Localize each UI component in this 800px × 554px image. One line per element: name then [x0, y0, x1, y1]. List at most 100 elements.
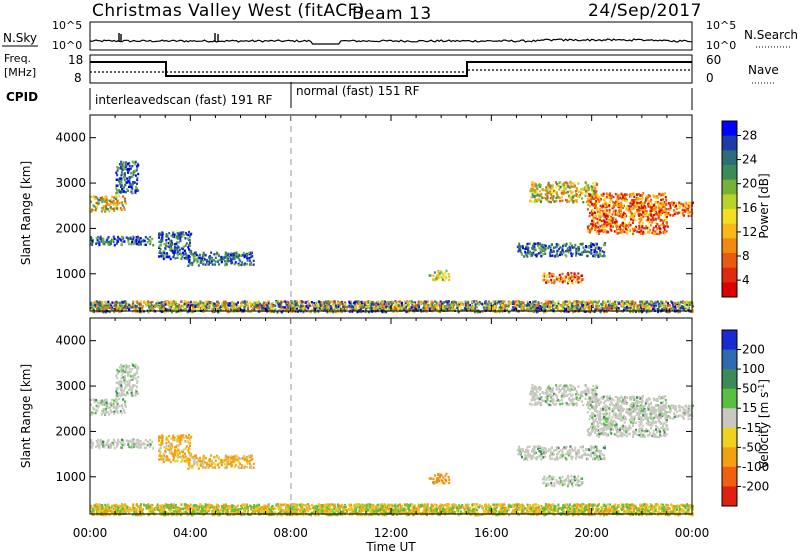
echo-cell	[545, 275, 548, 278]
echo-cell	[128, 181, 131, 184]
echo-cell	[307, 307, 310, 310]
echo-cell	[433, 304, 436, 307]
echo-cell	[667, 310, 670, 314]
echo-cell	[604, 242, 606, 245]
echo-cell	[592, 209, 595, 213]
echo-cell	[685, 203, 688, 206]
echo-cell	[669, 202, 672, 205]
echo-cell	[110, 208, 113, 211]
echo-cell	[532, 251, 535, 255]
echo-cell	[597, 301, 600, 304]
echo-cell	[203, 304, 206, 307]
echo-cell	[214, 256, 217, 259]
echo-cell	[620, 230, 623, 233]
echo-cell	[123, 306, 126, 310]
echo-cell	[299, 306, 302, 309]
echo-cell	[200, 258, 203, 261]
echo-cell	[628, 307, 631, 310]
echo-cell	[151, 300, 154, 304]
echo-cell	[555, 278, 558, 281]
echo-cell	[325, 308, 328, 312]
colorbar-segment	[722, 238, 737, 254]
echo-cell	[646, 213, 649, 217]
echo-cell	[194, 305, 197, 308]
echo-cell	[136, 178, 139, 182]
echo-cell	[518, 242, 521, 245]
echo-cell	[545, 192, 548, 195]
echo-cell	[553, 280, 556, 283]
echo-cell	[608, 213, 611, 216]
echo-cell	[580, 280, 583, 283]
echo-cell	[474, 307, 476, 310]
echo-cell	[575, 280, 577, 283]
echo-cell	[491, 307, 494, 310]
echo-cell	[601, 307, 604, 311]
echo-cell	[368, 300, 371, 303]
echo-cell	[201, 305, 204, 309]
echo-cell	[575, 303, 578, 307]
echo-cell	[136, 162, 139, 166]
echo-cell	[642, 230, 645, 234]
echo-cell	[678, 302, 681, 305]
echo-cell	[536, 310, 539, 313]
echo-cell	[655, 225, 657, 228]
echo-cell	[229, 259, 232, 263]
echo-cell	[135, 300, 138, 304]
echo-cell	[180, 308, 182, 312]
echo-cell	[371, 301, 374, 304]
echo-cell	[628, 303, 631, 306]
echo-cell	[180, 257, 183, 260]
echo-cell	[389, 301, 392, 304]
echo-cell	[664, 304, 667, 308]
echo-cell	[288, 307, 291, 310]
echo-cell	[595, 190, 598, 193]
echo-cell	[555, 199, 558, 203]
echo-cell	[648, 310, 651, 313]
echo-cell	[683, 206, 686, 210]
echo-cell	[637, 206, 640, 209]
echo-cell	[131, 241, 133, 244]
echo-cell	[560, 304, 563, 307]
echo-cell	[423, 301, 425, 304]
echo-cell	[587, 306, 590, 309]
echo-cell	[165, 239, 168, 242]
echo-cell	[223, 256, 226, 259]
echo-cell	[567, 276, 570, 279]
echo-cell	[240, 302, 242, 305]
echo-cell	[303, 305, 306, 308]
echo-cell	[635, 218, 638, 222]
echo-cell	[131, 171, 134, 175]
echo-cell	[435, 304, 438, 308]
echo-cell	[601, 255, 604, 258]
echo-cell	[552, 195, 555, 198]
echo-cell	[623, 230, 626, 234]
echo-cell	[327, 307, 330, 310]
echo-cell	[444, 308, 446, 312]
echo-cell	[337, 302, 340, 305]
echo-cell	[474, 305, 477, 308]
echo-cell	[202, 256, 205, 259]
echo-cell	[566, 307, 569, 310]
echo-cell	[682, 204, 685, 208]
echo-cell	[550, 281, 553, 284]
echo-cell	[162, 308, 164, 311]
echo-cell	[574, 190, 577, 193]
echo-cell	[657, 226, 660, 230]
echo-cell	[242, 263, 245, 267]
echo-cell	[637, 227, 640, 230]
echo-cell	[632, 192, 635, 196]
echo-cell	[611, 213, 614, 216]
echo-cell	[614, 308, 617, 312]
echo-cell	[561, 251, 564, 254]
echo-cell	[439, 307, 442, 310]
echo-cell	[619, 212, 622, 216]
echo-cell	[256, 304, 259, 307]
echo-cell	[652, 213, 655, 217]
echo-cell	[472, 305, 475, 308]
echo-cell	[248, 256, 251, 260]
echo-cell	[554, 190, 557, 194]
nsky-tick-top-right: 10^5	[706, 19, 736, 32]
echo-cell	[589, 251, 592, 254]
echo-cell	[116, 202, 119, 205]
